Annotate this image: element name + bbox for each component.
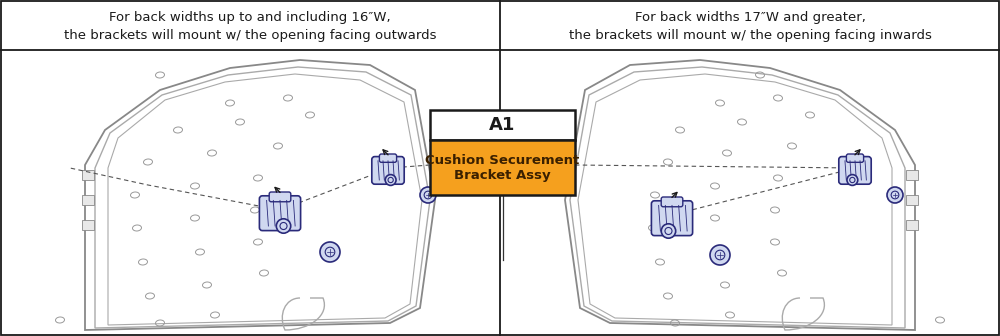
Text: A1: A1	[489, 116, 516, 134]
FancyBboxPatch shape	[372, 157, 404, 184]
Circle shape	[710, 245, 730, 265]
FancyBboxPatch shape	[651, 201, 693, 236]
FancyBboxPatch shape	[839, 157, 871, 184]
Ellipse shape	[847, 175, 858, 185]
Bar	[82, 220, 94, 230]
Ellipse shape	[276, 219, 291, 233]
Circle shape	[887, 187, 903, 203]
Bar	[906, 195, 918, 205]
Bar	[906, 220, 918, 230]
Bar	[430, 110, 575, 140]
Text: the brackets will mount w/ the opening facing inwards: the brackets will mount w/ the opening f…	[569, 29, 931, 42]
Circle shape	[420, 187, 436, 203]
FancyBboxPatch shape	[661, 197, 683, 207]
Ellipse shape	[661, 224, 676, 238]
Bar	[82, 195, 94, 205]
Text: For back widths 17″W and greater,: For back widths 17″W and greater,	[635, 10, 865, 24]
Bar	[430, 140, 575, 195]
Bar	[82, 170, 94, 180]
Circle shape	[320, 242, 340, 262]
FancyBboxPatch shape	[269, 192, 291, 202]
Ellipse shape	[385, 175, 396, 185]
Text: For back widths up to and including 16″W,: For back widths up to and including 16″W…	[109, 10, 391, 24]
FancyBboxPatch shape	[379, 154, 397, 162]
Bar	[906, 170, 918, 180]
Text: the brackets will mount w/ the opening facing outwards: the brackets will mount w/ the opening f…	[64, 29, 436, 42]
Text: Cushion Securement
Bracket Assy: Cushion Securement Bracket Assy	[425, 154, 580, 182]
FancyBboxPatch shape	[259, 196, 301, 230]
FancyBboxPatch shape	[846, 154, 864, 162]
